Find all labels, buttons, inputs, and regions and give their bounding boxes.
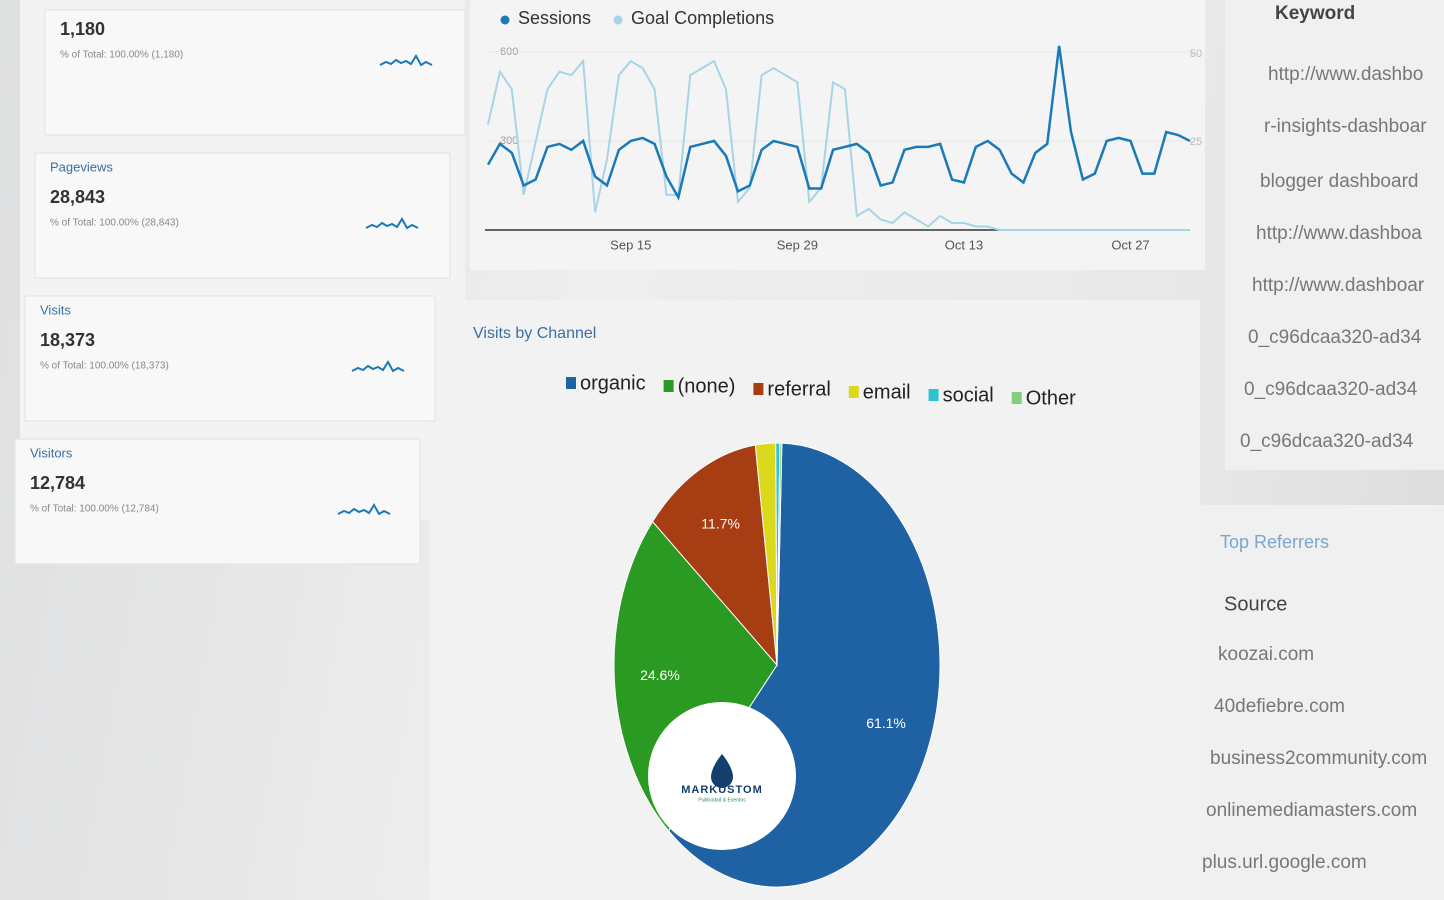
legend-label: email (863, 381, 911, 403)
metric-value: 1,180 (60, 19, 105, 39)
sparkline (337, 503, 391, 516)
legend-swatch (928, 389, 939, 401)
sparkline (365, 217, 419, 230)
legend-label: Other (1026, 387, 1076, 409)
pie-value-label: 11.7% (701, 516, 740, 532)
metric-value: 28,843 (50, 187, 105, 207)
line-series (486, 45, 1191, 201)
referrer-item: business2community.com (1210, 748, 1427, 769)
sparkline (379, 54, 433, 67)
pie-value-label: 61.1% (866, 715, 906, 731)
logo: MARKUSTOM Publicidad & Eventos (648, 702, 796, 850)
y2-tick-label: 50 (1190, 48, 1202, 60)
logo-tagline: Publicidad & Eventos (698, 797, 746, 803)
keyword-header: Keyword (1275, 3, 1355, 24)
metric-note: % of Total: 100.00% (18,373) (40, 361, 169, 372)
legend-swatch (1011, 392, 1022, 404)
referrer-item: onlinemediamasters.com (1206, 800, 1417, 821)
legend-label: Sessions (518, 8, 591, 28)
referrer-item: 40defiebre.com (1214, 696, 1345, 717)
legend-swatch (500, 15, 510, 25)
legend-swatch (566, 377, 576, 389)
sparkline (351, 360, 405, 373)
metric-card (24, 295, 436, 422)
referrer-header: Source (1224, 593, 1287, 615)
line-series (487, 58, 1190, 231)
metric-label: Visits (40, 302, 71, 317)
keyword-panel (1225, 0, 1444, 470)
line-panel (470, 0, 1205, 270)
logo-drop (711, 754, 733, 788)
referrer-item: plus.url.google.com (1202, 852, 1367, 873)
metric-label: Visitors (30, 445, 73, 460)
metric-card (34, 152, 451, 279)
legend-swatch (848, 386, 859, 398)
metric-note: % of Total: 100.00% (12,784) (30, 504, 159, 515)
legend-label: social (943, 384, 994, 406)
referrer-panel (1200, 505, 1444, 900)
metric-value: 12,784 (30, 473, 85, 493)
keyword-item: r-insights-dashboar (1264, 116, 1427, 137)
x-tick-label: Sep 29 (777, 237, 818, 252)
pie-title: Visits by Channel (473, 325, 596, 342)
legend-swatch (753, 383, 764, 395)
metric-note: % of Total: 100.00% (28,843) (50, 218, 179, 229)
keyword-item: http://www.dashbo (1268, 64, 1423, 85)
metric-card (44, 9, 466, 136)
y2-tick-label: 25 (1190, 136, 1202, 148)
legend-label: referral (767, 378, 830, 400)
keyword-item: 0_c96dcaa320-ad34 (1240, 431, 1414, 452)
pie-slice (776, 442, 783, 666)
keyword-item: blogger dashboard (1260, 171, 1418, 192)
x-tick-label: Oct 13 (945, 237, 983, 252)
x-tick-label: Oct 27 (1111, 237, 1149, 252)
metric-note: % of Total: 100.00% (1,180) (60, 50, 183, 61)
pie-value-label: 24.6% (640, 667, 680, 683)
legend-swatch (663, 380, 674, 392)
legend-label: Goal Completions (631, 8, 774, 28)
keyword-item: http://www.dashboa (1256, 223, 1422, 244)
keyword-item: http://www.dashboar (1252, 275, 1425, 296)
pie-slice (651, 444, 778, 667)
metric-card (14, 438, 421, 565)
referrer-item: koozai.com (1218, 644, 1314, 665)
x-tick-label: Sep 15 (610, 237, 651, 252)
referrer-title: Top Referrers (1220, 532, 1329, 552)
legend-label: organic (580, 372, 646, 394)
legend-swatch (613, 15, 623, 25)
keyword-item: 0_c96dcaa320-ad34 (1248, 327, 1422, 348)
logo-name: MARKUSTOM (681, 784, 763, 796)
legend-label: (none) (678, 375, 736, 397)
metric-label: Pageviews (50, 159, 113, 174)
keyword-item: 0_c96dcaa320-ad34 (1244, 379, 1418, 400)
metric-value: 18,373 (40, 330, 95, 350)
